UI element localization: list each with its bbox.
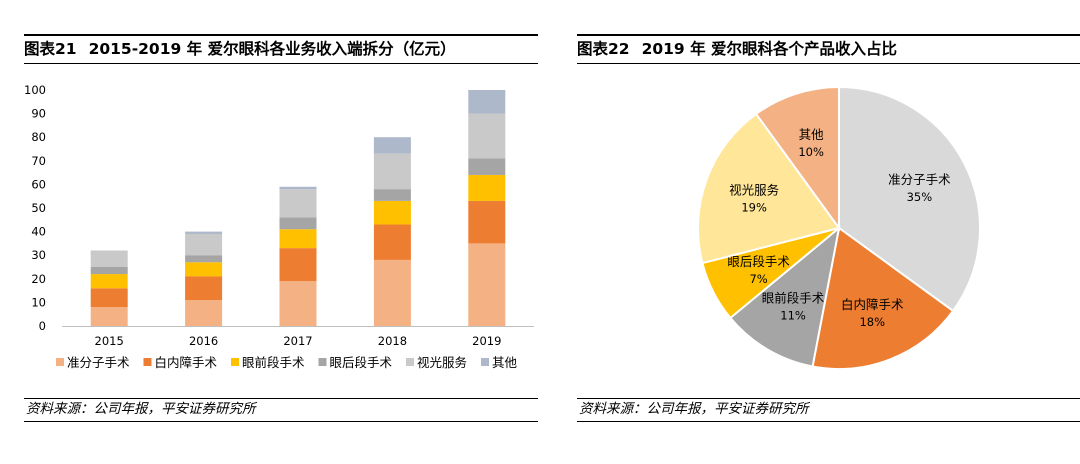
y-tick-label: 40: [31, 225, 46, 239]
bar-segment: [185, 255, 223, 263]
bar-segment: [279, 189, 317, 218]
slice-percent: 35%: [907, 190, 933, 204]
bar-segment: [90, 307, 128, 326]
slice-percent: 11%: [780, 309, 806, 323]
bar-segment: [90, 267, 128, 275]
pie-slice: [697, 112, 841, 265]
legend-label: 视光服务: [417, 355, 467, 370]
bar-segment: [373, 259, 411, 326]
y-tick-label: 50: [31, 201, 46, 215]
legend-swatch: [56, 358, 64, 366]
pie-chart: 准分子手术 35% 白内障手术 18% 眼前段手术 11% 眼后段手术 7% 视光服务 19% 其他…: [697, 85, 981, 370]
bar-segment: [185, 262, 223, 277]
slice-label: 准分子手术: [888, 172, 951, 187]
slice-label: 眼前段手术: [762, 291, 825, 306]
bar-segment: [468, 90, 506, 114]
figure-title-left: 图表21 2015-2019 年 爱尔眼科各业务收入端拆分（亿元）: [24, 34, 538, 64]
y-tick-label: 10: [31, 295, 46, 309]
bar-segment: [279, 248, 317, 282]
source-note-left: 资料来源：公司年报，平安证券研究所: [24, 398, 538, 422]
bar-segment: [279, 186, 317, 190]
y-tick-label: 100: [24, 83, 46, 97]
pie-figure: 图表22 2019 年 爱尔眼科各个产品收入占比 准分子手术 35% 白内障手术 18%…: [577, 0, 1080, 464]
figure-title-right: 图表22 2019 年 爱尔眼科各个产品收入占比: [577, 34, 1080, 64]
y-tick-label: 30: [31, 248, 46, 262]
legend-label: 眼前段手术: [242, 355, 305, 370]
y-tick-label: 20: [31, 272, 46, 286]
x-tick-label: 2019: [472, 334, 501, 348]
legend-swatch: [406, 358, 414, 366]
stacked-bar-figure: 图表21 2015-2019 年 爱尔眼科各业务收入端拆分（亿元） 0 10 20 30…: [24, 0, 538, 464]
legend-swatch: [231, 358, 239, 366]
bar-segment: [468, 200, 506, 244]
y-tick-label: 90: [31, 107, 46, 121]
legend-label: 准分子手术: [67, 355, 130, 370]
slice-percent: 19%: [741, 200, 767, 214]
bar-segment: [468, 174, 506, 201]
slice-percent: 18%: [859, 315, 885, 329]
bar-segment: [468, 158, 506, 175]
legend-label: 白内障手术: [155, 355, 218, 370]
slice-percent: 10%: [798, 145, 824, 159]
bar-segment: [185, 276, 223, 301]
legend-label: 其他: [492, 355, 518, 370]
bar-segment: [373, 224, 411, 260]
y-tick-label: 0: [39, 319, 46, 333]
slice-percent: 7%: [749, 272, 767, 286]
slice-label: 视光服务: [729, 182, 779, 197]
legend-swatch: [318, 358, 327, 366]
bar-segment: [185, 231, 223, 234]
bar-segment: [185, 233, 223, 256]
bar-segment: [90, 250, 128, 267]
x-tick-label: 2016: [189, 334, 218, 348]
pie-slice: [838, 85, 981, 313]
pie-slice: [728, 225, 841, 368]
x-tick-label: 2017: [283, 334, 312, 348]
pie-slice: [754, 85, 840, 232]
bar-segment: [279, 229, 317, 249]
slice-label: 白内障手术: [841, 297, 904, 312]
figure-number-left: 图表21: [24, 40, 77, 58]
legend-swatch: [143, 358, 152, 366]
pie-slice: [811, 226, 955, 370]
figure-caption-right: 2019 年 爱尔眼科各个产品收入占比: [641, 40, 898, 58]
legend-swatch: [481, 358, 489, 366]
y-tick-label: 60: [31, 177, 46, 191]
bar-segment: [279, 281, 317, 326]
bar-segment: [373, 137, 411, 154]
y-tick-label: 70: [31, 154, 46, 168]
source-note-right: 资料来源：公司年报，平安证券研究所: [577, 398, 1080, 422]
bar-segment: [468, 113, 506, 159]
bar-segment: [279, 217, 317, 230]
bar-segment: [373, 153, 411, 190]
bar-segment: [90, 274, 128, 289]
bar-chart: 0 10 20 30 40 50 60 70 80 90 100 2015 2016 2017 2018 20…: [24, 83, 534, 370]
x-tick-label: 2015: [95, 334, 124, 348]
slice-label: 其他: [799, 127, 825, 142]
bar-segment: [373, 200, 411, 225]
bar-segment: [185, 300, 223, 326]
x-tick-label: 2018: [378, 334, 407, 348]
legend-label: 眼后段手术: [330, 355, 393, 370]
bar-segment: [468, 243, 506, 326]
figure-caption-left: 2015-2019 年 爱尔眼科各业务收入端拆分（亿元）: [88, 40, 456, 58]
figure-number-right: 图表22: [577, 40, 630, 58]
bar-segment: [373, 189, 411, 201]
bar-segment: [90, 288, 128, 308]
y-tick-label: 80: [31, 130, 46, 144]
slice-label: 眼后段手术: [727, 254, 790, 269]
